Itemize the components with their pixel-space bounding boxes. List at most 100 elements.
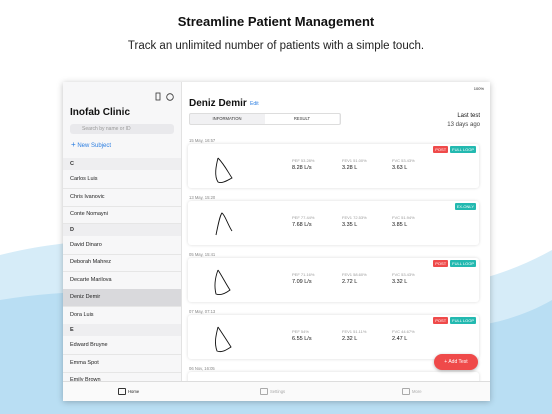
subheadline: Track an unlimited number of patients wi… xyxy=(127,40,425,52)
patient-name: Chris Ivanovic xyxy=(70,193,105,200)
patient-name: Deniz Demir xyxy=(189,98,247,109)
patient-name: Edward Bruyne xyxy=(70,342,108,348)
patient-row[interactable]: Deniz Demir xyxy=(63,289,181,307)
metric-label: PEF 71.16% xyxy=(292,272,315,277)
tablet-screen: 9:41 Mon Jun 3 100% Inofab Clinic Search… xyxy=(63,82,490,401)
patient-row[interactable]: Emma Spot xyxy=(63,355,181,373)
status-battery: 100% xyxy=(473,86,484,91)
patient-name: Conte Nomayni xyxy=(70,211,108,217)
tab-bar: Home Settings More xyxy=(63,381,490,401)
test-date: 15 May, 16:57 xyxy=(189,138,216,143)
patient-name: David Dinaro xyxy=(70,241,102,248)
test-tag: FULL LOOP xyxy=(450,317,476,324)
segment-tab[interactable]: INFORMATION xyxy=(212,116,242,121)
metric-value: 3.28 L xyxy=(342,165,358,171)
segment-tab[interactable]: RESULT xyxy=(265,114,339,124)
section-letter: D xyxy=(70,226,74,233)
search-box[interactable]: Search by name or ID xyxy=(70,124,174,134)
flow-volume-loop xyxy=(214,269,231,296)
search-placeholder: Search by name or ID xyxy=(82,126,131,132)
flow-volume-loop xyxy=(215,212,233,236)
test-date: 07 May, 07:13 xyxy=(189,309,216,314)
metric-value: 3.85 L xyxy=(392,222,408,228)
sidebar: Inofab Clinic Search by name or ID + New… xyxy=(63,82,182,390)
patient-name: Emily Brown xyxy=(70,377,101,383)
section-letter: E xyxy=(70,327,74,333)
metric-value: 7.09 L/s xyxy=(292,279,312,285)
clinic-title: Inofab Clinic xyxy=(70,107,130,118)
metric-label: FEV1 51.11% xyxy=(342,329,367,334)
test-tag: FULL LOOP xyxy=(450,146,476,153)
test-card[interactable]: FULL LOOP POST PEF 54% 6.55 L/s FEV1 51.11% 2… xyxy=(188,315,479,359)
test-date: 13 May, 15:20 xyxy=(189,195,216,200)
patient-row[interactable]: Dora Luis xyxy=(63,307,181,325)
patient-row[interactable]: David Dinaro xyxy=(63,237,181,255)
last-test-label: Last test xyxy=(457,113,480,119)
metric-label: FVC 53.43% xyxy=(392,272,415,277)
metric-label: FEV1 72.53% xyxy=(342,215,367,220)
add-test-label: Add Test xyxy=(448,359,468,365)
new-subject-label: New Subject xyxy=(77,143,112,149)
last-test-value: 13 days ago xyxy=(447,122,480,128)
test-card[interactable] xyxy=(188,372,479,381)
metric-label: FEV1 58.60% xyxy=(342,272,367,277)
headline: Streamline Patient Management xyxy=(177,14,375,29)
patient-name: Carlos Luis xyxy=(70,176,98,182)
metric-label: PEF 53.28% xyxy=(292,158,315,163)
metric-label: FVC 51.94% xyxy=(392,215,415,220)
patient-row[interactable]: Deborah Mahrez xyxy=(63,254,181,272)
metric-value: 8.28 L/s xyxy=(292,165,312,171)
metric-value: 2.47 L xyxy=(392,336,408,342)
test-date: 06 Nov, 16:05 xyxy=(189,366,215,371)
tab-icon xyxy=(260,388,268,395)
section-header: E xyxy=(63,324,181,336)
metric-value: 3.63 L xyxy=(392,165,408,171)
tab-label[interactable]: Settings xyxy=(270,389,286,394)
new-subject[interactable]: + New Subject xyxy=(71,140,112,149)
test-card[interactable]: FULL LOOP POST PEF 71.16% 7.09 L/s FEV1 58.6… xyxy=(188,258,479,302)
patient-name: Dora Luis xyxy=(70,311,94,318)
patient-name: Emma Spot xyxy=(70,359,99,366)
metric-value: 3.35 L xyxy=(342,222,358,228)
test-date: 05 May, 15:41 xyxy=(189,252,216,257)
main-panel: Deniz Demir Edit Last test 13 days ago I… xyxy=(182,82,490,381)
test-tag: POST xyxy=(433,317,449,324)
metric-label: PEF 54% xyxy=(292,329,309,334)
patient-name: Deborah Mahrez xyxy=(70,259,111,265)
patient-row[interactable]: Conte Nomayni xyxy=(63,206,181,224)
metric-value: 7.68 L/s xyxy=(292,222,312,228)
metric-value: 2.72 L xyxy=(342,279,358,285)
add-test-button[interactable]: + Add Test xyxy=(434,354,478,370)
section-header: C xyxy=(63,158,181,170)
test-tag: FULL LOOP xyxy=(450,260,476,267)
tab-label[interactable]: Home xyxy=(128,389,140,394)
flow-volume-loop xyxy=(215,157,233,183)
flow-volume-loop xyxy=(188,372,248,381)
test-card[interactable]: FULL LOOP POST PEF 53.28% 8.28 L/s FEV1 51.0… xyxy=(188,144,479,188)
patient-row[interactable]: Edward Bruyne xyxy=(63,337,181,355)
patient-row[interactable]: Decarte Marilova xyxy=(63,272,181,290)
metric-value: 2.32 L xyxy=(342,336,358,342)
flow-volume-loop xyxy=(215,326,232,353)
test-tag: POST xyxy=(433,260,449,267)
metric-label: FVC 53.43% xyxy=(392,158,415,163)
patient-name: Deniz Demir xyxy=(70,294,101,300)
patient-row[interactable]: Carlos Luis xyxy=(63,171,181,189)
test-card[interactable]: EX-ONLY PEF 77.44% 7.68 L/s FEV1 72.53% 3.35… xyxy=(188,201,479,245)
metric-label: FEV1 51.00% xyxy=(342,158,367,163)
patient-name: Decarte Marilova xyxy=(70,276,112,283)
tab-icon xyxy=(118,388,126,395)
section-letter: C xyxy=(70,161,74,167)
edit-link[interactable]: Edit xyxy=(250,101,259,107)
test-tag: EX-ONLY xyxy=(454,203,476,210)
metric-label: PEF 77.44% xyxy=(292,215,315,220)
metric-label: FVC 44.67% xyxy=(392,329,415,334)
test-tag: POST xyxy=(433,146,449,153)
tab-label[interactable]: More xyxy=(412,389,422,394)
metric-value: 3.32 L xyxy=(392,279,408,285)
sidebar-icons xyxy=(155,92,174,101)
tab-icon xyxy=(402,388,410,395)
patient-row[interactable]: Chris Ivanovic xyxy=(63,189,181,207)
section-header: D xyxy=(63,223,181,236)
